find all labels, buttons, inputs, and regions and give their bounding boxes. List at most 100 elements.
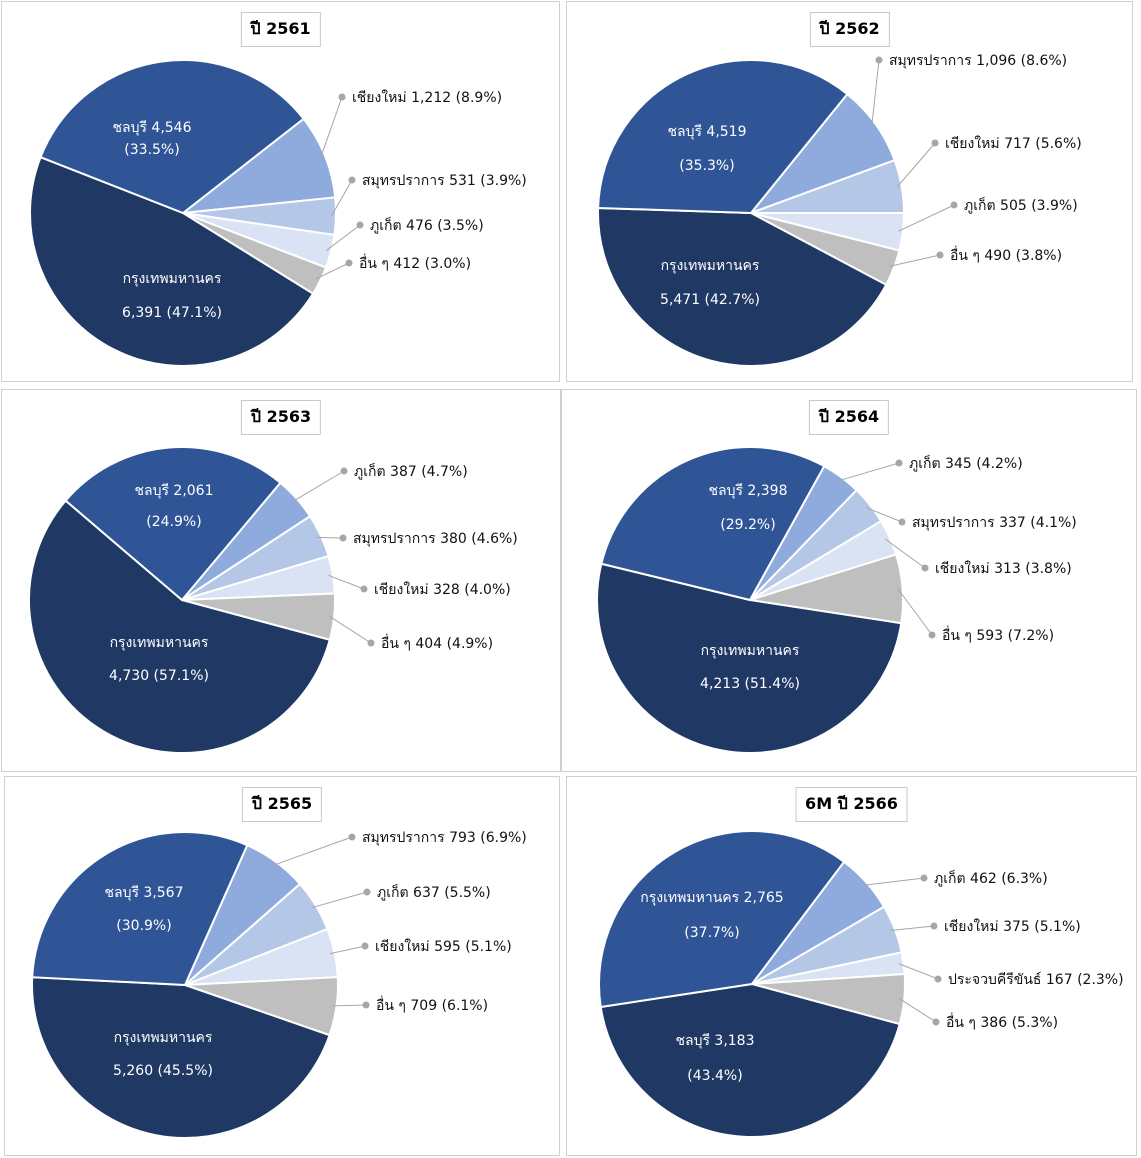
data-label: สมุทรปราการ 1,096 (8.6%) <box>889 53 1067 69</box>
leader-dot <box>362 1001 370 1009</box>
leader-dot <box>348 176 356 184</box>
leader-line <box>899 998 937 1023</box>
data-label: (33.5%) <box>124 142 179 158</box>
data-label: อื่น ๆ 490 (3.8%) <box>950 246 1062 264</box>
data-label: 5,471 (42.7%) <box>660 292 760 308</box>
data-label: กรุงเทพมหานคร <box>110 635 209 651</box>
data-label: อื่น ๆ 412 (3.0%) <box>359 254 471 272</box>
chart-title: ปี 2565 <box>241 787 323 822</box>
leader-line <box>329 615 372 644</box>
chart-title: ปี 2564 <box>808 400 890 435</box>
data-label: สมุทรปราการ 337 (4.1%) <box>912 515 1077 531</box>
leader-dot <box>356 221 364 229</box>
chart-title: 6M ปี 2566 <box>795 787 908 822</box>
pie-chart: ภูเก็ต 462 (6.3%) เชียงใหม่ 375 (5.1%) ประ… <box>598 830 1124 1138</box>
leader-line <box>862 877 925 886</box>
data-label: ชลบุรี 3,567 <box>104 885 183 901</box>
pie-chart: สมุทรปราการ 793 (6.9%) ภูเก็ต 637 (5.5%) เ… <box>31 830 527 1139</box>
pie-slice <box>28 499 331 754</box>
data-label: อื่น ๆ 709 (6.1%) <box>376 996 488 1014</box>
data-label: เชียงใหม่ 328 (4.0%) <box>374 581 511 598</box>
data-label: (24.9%) <box>146 514 201 530</box>
data-label: เชียงใหม่ 375 (5.1%) <box>944 918 1081 935</box>
leader-line <box>890 925 935 931</box>
leader-line <box>896 142 936 188</box>
pie-chart: เชียงใหม่ 1,212 (8.9%) สมุทรปราการ 531 (3… <box>29 59 527 367</box>
leader-dot <box>920 874 928 882</box>
data-label: (30.9%) <box>116 918 171 934</box>
data-label: ภูเก็ต 387 (4.7%) <box>354 462 468 480</box>
data-label: ภูเก็ต 505 (3.9%) <box>964 196 1078 214</box>
data-label: ชลบุรี 4,546 <box>112 120 191 136</box>
pie-slice <box>598 830 846 1009</box>
leader-line <box>316 536 344 539</box>
leader-line <box>272 836 353 866</box>
leader-dot <box>338 93 346 101</box>
data-label: กรุงเทพมหานคร <box>123 271 222 287</box>
leader-line <box>292 470 345 502</box>
data-label: ประจวบคีรีขันธ์ 167 (2.3%) <box>948 971 1124 988</box>
leader-dot <box>932 1018 940 1026</box>
leader-dot <box>875 56 883 64</box>
leader-line <box>897 588 933 636</box>
leader-line <box>320 96 343 158</box>
leader-line <box>885 538 926 569</box>
leader-dot <box>340 467 348 475</box>
pie-slice <box>179 117 337 215</box>
data-label: 6,391 (47.1%) <box>122 305 222 321</box>
leader-line <box>898 963 939 980</box>
data-label: อื่น ๆ 386 (5.3%) <box>946 1013 1058 1031</box>
leader-line <box>838 462 900 482</box>
data-label: (37.7%) <box>684 925 739 941</box>
data-label: ชลบุรี 2,061 <box>134 483 213 499</box>
data-label: กรุงเทพมหานคร <box>661 258 760 274</box>
leader-dot <box>921 564 929 572</box>
chart-panel-2: สมุทรปราการ 1,096 (8.6%) เชียงใหม่ 717 (5… <box>566 1 1133 382</box>
chart-panel-4: ภูเก็ต 345 (4.2%) สมุทรปราการ 337 (4.1%) เ… <box>561 389 1137 772</box>
data-label: กรุงเทพมหานคร <box>701 643 800 659</box>
data-label: (43.4%) <box>687 1068 742 1084</box>
data-label: (35.3%) <box>679 158 734 174</box>
data-label: (29.2%) <box>720 517 775 533</box>
leader-line <box>331 1004 367 1007</box>
leader-line <box>315 262 350 280</box>
pie-chart: ภูเก็ต 387 (4.7%) สมุทรปราการ 380 (4.6%) เ… <box>28 446 518 754</box>
leader-dot <box>898 518 906 526</box>
chart-panel-3: ภูเก็ต 387 (4.7%) สมุทรปราการ 380 (4.6%) เ… <box>1 389 561 772</box>
pie-chart: สมุทรปราการ 1,096 (8.6%) เชียงใหม่ 717 (5… <box>597 53 1082 367</box>
chart-panel-6: ภูเก็ต 462 (6.3%) เชียงใหม่ 375 (5.1%) ประ… <box>566 776 1137 1156</box>
leader-dot <box>930 922 938 930</box>
leader-dot <box>928 631 936 639</box>
leader-line <box>889 254 941 267</box>
leader-line <box>328 574 365 590</box>
chart-title: ปี 2561 <box>240 12 321 47</box>
data-label: 4,730 (57.1%) <box>109 668 209 684</box>
data-label: ชลบุรี 2,398 <box>708 483 787 499</box>
leader-dot <box>895 459 903 467</box>
data-label: 5,260 (45.5%) <box>113 1063 213 1079</box>
pie-slice <box>596 562 903 754</box>
data-label: ภูเก็ต 476 (3.5%) <box>370 216 484 234</box>
data-label: ชลบุรี 3,183 <box>675 1033 754 1049</box>
data-label: กรุงเทพมหานคร <box>114 1030 213 1046</box>
data-label: สมุทรปราการ 531 (3.9%) <box>362 173 527 189</box>
data-label: เชียงใหม่ 595 (5.1%) <box>375 938 512 955</box>
pie-slice <box>31 976 331 1139</box>
leader-line <box>898 204 955 232</box>
chart-panel-5: สมุทรปราการ 793 (6.9%) ภูเก็ต 637 (5.5%) เ… <box>4 776 560 1156</box>
leader-dot <box>345 259 353 267</box>
leader-dot <box>348 833 356 841</box>
data-label: อื่น ๆ 404 (4.9%) <box>381 634 493 652</box>
leader-dot <box>363 888 371 896</box>
data-label: อื่น ๆ 593 (7.2%) <box>942 626 1054 644</box>
data-label: ภูเก็ต 637 (5.5%) <box>377 883 491 901</box>
data-label: 4,213 (51.4%) <box>700 676 800 692</box>
chart-title: ปี 2563 <box>240 400 322 435</box>
pie-slice <box>39 59 305 215</box>
data-label: ชลบุรี 4,519 <box>667 124 746 140</box>
leader-line <box>311 891 368 909</box>
pie-slice <box>31 831 249 987</box>
leader-line <box>866 507 903 523</box>
leader-dot <box>934 975 942 983</box>
leader-line <box>871 59 880 127</box>
